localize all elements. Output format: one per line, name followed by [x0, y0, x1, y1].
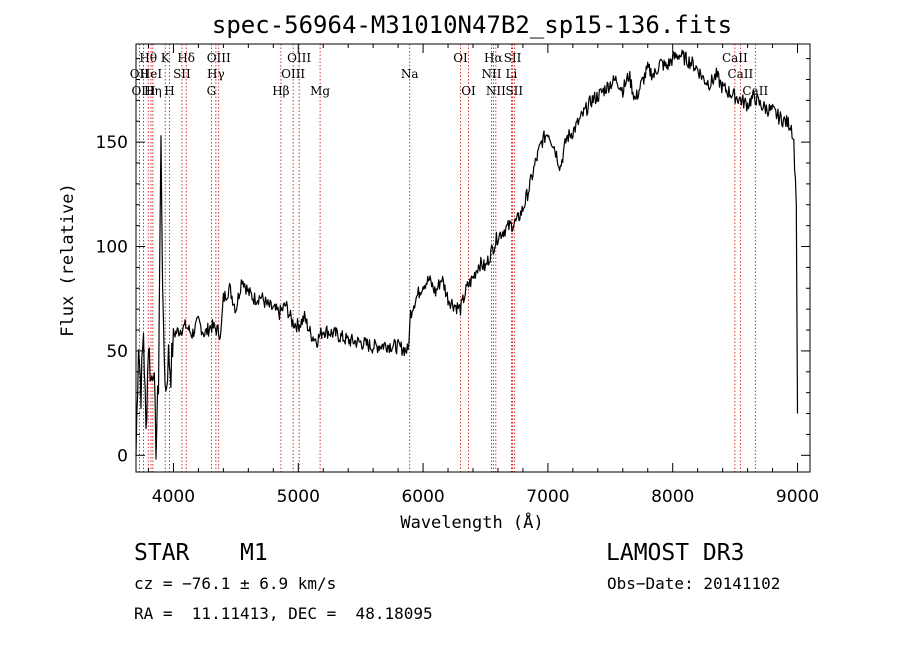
x-tick-label: 5000 — [277, 487, 320, 507]
spectral-line-label: G — [207, 84, 217, 98]
chart-title: spec-56964-M31010N47B2_sp15-136.fits — [212, 11, 732, 39]
y-tick-label: 50 — [106, 342, 128, 362]
spectral-line-label: OIII — [281, 67, 305, 81]
spectral-line-label: Hα — [484, 51, 503, 65]
spectral-line-markers — [138, 44, 756, 472]
redshift-cz: cz = −76.1 ± 6.9 km/s — [134, 574, 337, 593]
spectral-line-label: K — [161, 51, 171, 65]
spectral-line-label: OI — [461, 84, 476, 98]
spectral-line-label: NII — [481, 67, 501, 81]
spectral-line-label: Na — [401, 67, 419, 81]
survey-name: LAMOST DR3 — [606, 540, 745, 566]
x-axis-label: Wavelength (Å) — [400, 511, 543, 533]
spectral-line-label: OII — [130, 67, 150, 81]
y-axis-label: Flux (relative) — [58, 183, 78, 337]
spectral-line-label: SII — [173, 67, 191, 81]
y-tick-label: 150 — [96, 133, 128, 153]
y-tick-label: 0 — [117, 446, 128, 466]
spectral-line-label: SII — [504, 51, 522, 65]
spectral-line-label: CaII — [722, 51, 748, 65]
x-tick-label: 4000 — [152, 487, 195, 507]
spectral-line-label: Hθ — [139, 51, 157, 65]
object-subclass: M1 — [240, 540, 268, 566]
spectral-line-label: Hη — [144, 84, 162, 98]
spectral-line-label: NII — [486, 84, 506, 98]
spectral-line-label: OIII — [207, 51, 231, 65]
spectral-line-label: H — [164, 84, 174, 98]
spectral-line-label: OIII — [287, 51, 311, 65]
x-tick-label: 6000 — [401, 487, 444, 507]
spectral-line-label: Mg — [310, 84, 330, 98]
x-tick-label: 8000 — [651, 487, 694, 507]
x-tick-label: 9000 — [776, 487, 819, 507]
observation-date: Obs−Date: 20141102 — [607, 574, 781, 593]
spectral-line-label: CaII — [742, 84, 768, 98]
x-axis-ticks: 4000 5000 6000 7000 8000 9000 — [147, 44, 819, 507]
y-tick-label: 100 — [96, 238, 128, 258]
coordinates: RA = 11.11413, DEC = 48.18095 — [134, 604, 433, 623]
plot-frame — [135, 43, 811, 473]
spectral-line-label: OI — [453, 51, 468, 65]
spectral-line-label: SII — [505, 84, 523, 98]
spectral-line-label: OIII — [131, 84, 155, 98]
y-axis-ticks: 0 50 100 150 — [96, 58, 810, 466]
object-class: STAR — [134, 540, 190, 566]
spectral-line-label: HeI — [140, 67, 163, 81]
spectral-line-label: Li — [506, 67, 518, 81]
spectral-line-label: CaII — [727, 67, 753, 81]
spectrum-series-line — [135, 49, 799, 460]
spectral-line-label: Hβ — [272, 84, 289, 98]
spectral-line-label: Hγ — [207, 67, 225, 81]
spectral-line-label: Hδ — [177, 51, 195, 65]
x-tick-label: 7000 — [526, 487, 569, 507]
